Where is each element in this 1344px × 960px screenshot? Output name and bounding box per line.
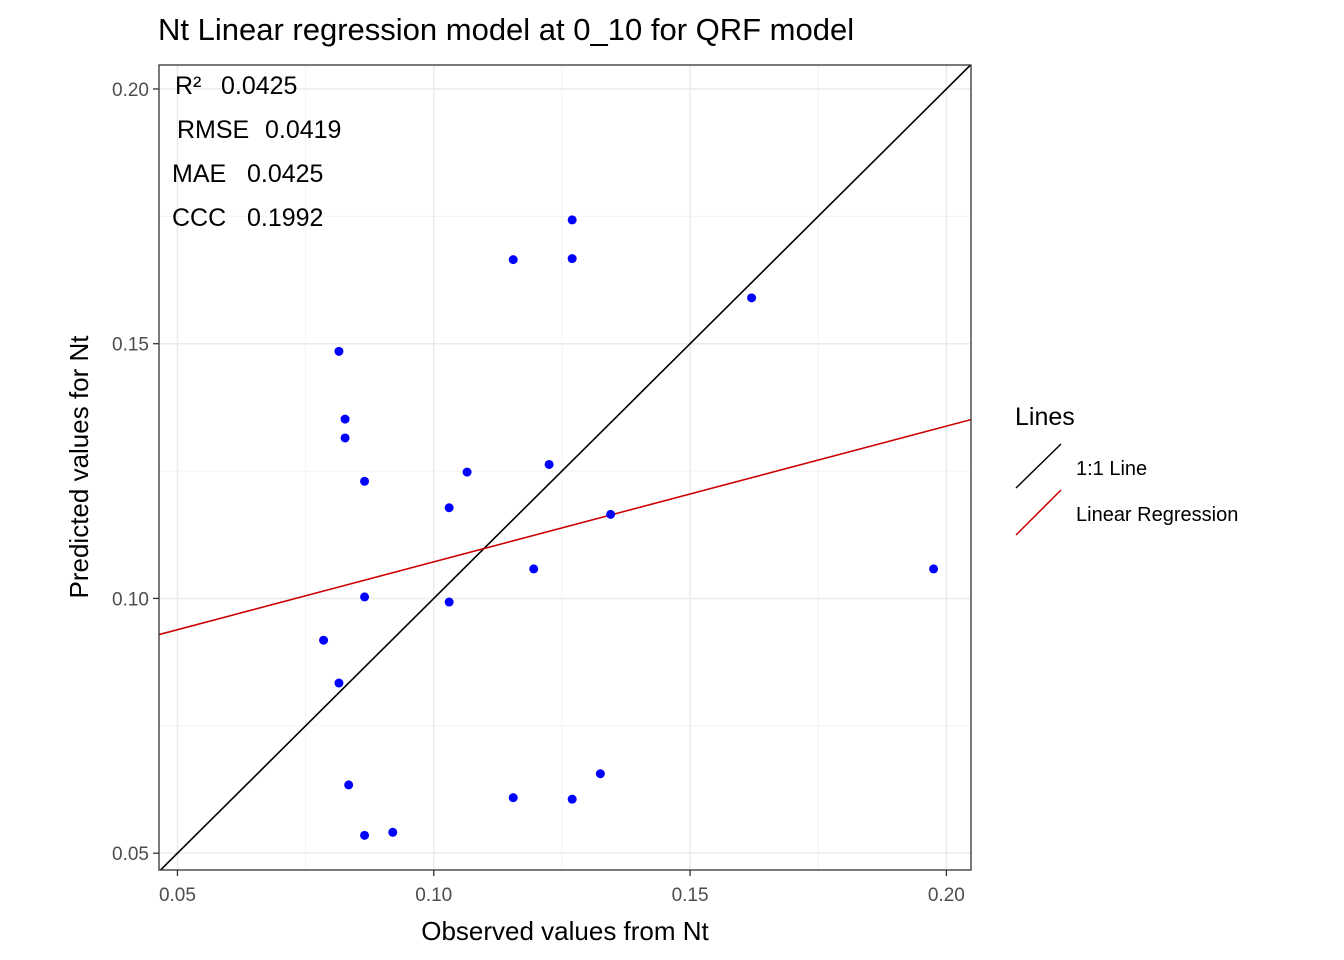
data-points — [319, 215, 939, 840]
x-axis-ticks: 0.05 0.10 0.15 0.20 — [159, 870, 965, 906]
annotation-mae-label: MAE — [172, 160, 226, 188]
data-point-22 — [747, 293, 757, 303]
x-tick-label-3: 0.20 — [928, 885, 965, 906]
chart-title: Nt Linear regression model at 0_10 for Q… — [158, 12, 854, 47]
annotation-rmse-label: RMSE — [177, 116, 249, 144]
data-point-2 — [340, 433, 350, 443]
annotation-r2-value: 0.0425 — [221, 72, 297, 100]
data-point-23 — [929, 564, 939, 574]
x-tick-label-2: 0.15 — [672, 885, 709, 906]
x-axis-label: Observed values from Nt — [421, 916, 709, 946]
x-tick-label-1: 0.10 — [415, 885, 452, 906]
annotation-mae-value: 0.0425 — [247, 160, 323, 188]
legend: Lines 1:1 Line Linear Regression — [1015, 403, 1238, 536]
legend-label-1to1-line: 1:1 Line — [1076, 458, 1147, 480]
data-point-14 — [508, 793, 518, 803]
y-tick-label-2: 0.15 — [112, 335, 149, 356]
y-tick-label-3: 0.20 — [112, 80, 149, 101]
data-point-9 — [388, 827, 398, 837]
reference-lines — [159, 65, 971, 870]
y-tick-label-0: 0.05 — [112, 844, 149, 865]
annotation-rmse: RMSE 0.0419 — [177, 116, 341, 144]
annotation-rmse-value: 0.0419 — [265, 116, 341, 144]
x-tick-label-0: 0.05 — [159, 885, 196, 906]
annotation-ccc: CCC 0.1992 — [172, 204, 323, 232]
data-point-3 — [360, 476, 370, 486]
annotation-ccc-value: 0.1992 — [247, 204, 323, 232]
data-point-10 — [444, 503, 454, 513]
data-point-5 — [319, 635, 329, 645]
data-point-1 — [340, 414, 350, 424]
data-point-8 — [360, 830, 370, 840]
annotation-mae: MAE 0.0425 — [172, 160, 323, 188]
data-point-12 — [462, 467, 472, 477]
series-line-linear-regression — [159, 418, 971, 636]
y-tick-label-1: 0.10 — [112, 589, 149, 610]
plot-panel-border — [158, 64, 972, 871]
data-point-17 — [567, 215, 577, 225]
annotation-ccc-label: CCC — [172, 204, 226, 232]
data-point-19 — [567, 794, 577, 804]
annotation-r2-label: R² — [175, 72, 201, 100]
legend-key-linear-regression — [1015, 489, 1062, 536]
y-axis-ticks: 0.05 0.10 0.15 0.20 — [112, 80, 159, 865]
metrics-annotation: R² 0.0425 RMSE 0.0419 MAE 0.0425 CCC 0.1… — [172, 72, 341, 232]
annotation-r2: R² 0.0425 — [175, 72, 297, 100]
data-point-16 — [544, 459, 554, 469]
data-point-6 — [334, 678, 344, 688]
data-point-11 — [444, 597, 454, 607]
data-point-18 — [567, 254, 577, 264]
data-point-0 — [334, 346, 344, 356]
data-point-15 — [529, 564, 539, 574]
legend-title: Lines — [1015, 403, 1075, 431]
data-point-4 — [360, 592, 370, 602]
data-point-20 — [595, 769, 605, 779]
data-point-13 — [508, 255, 518, 265]
data-point-7 — [344, 780, 354, 790]
series-line-1to1 — [159, 65, 971, 870]
legend-key-1to1-line — [1015, 443, 1062, 489]
data-point-21 — [606, 509, 616, 519]
y-axis-label: Predicted values for Nt — [64, 335, 94, 599]
legend-label-linear-regression: Linear Regression — [1076, 504, 1238, 526]
